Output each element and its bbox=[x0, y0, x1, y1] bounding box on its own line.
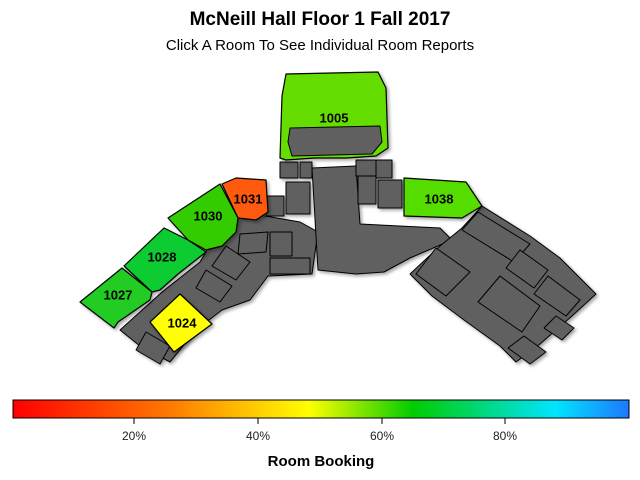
corridor bbox=[135, 331, 171, 365]
small-room bbox=[355, 159, 377, 177]
room-1028[interactable] bbox=[123, 227, 207, 293]
east-room bbox=[543, 315, 575, 341]
corridor bbox=[195, 269, 233, 303]
small-room bbox=[285, 181, 311, 215]
corridor bbox=[269, 257, 311, 275]
east-room bbox=[507, 335, 547, 365]
legend-tick-label: 40% bbox=[246, 429, 270, 443]
small-room bbox=[357, 175, 377, 205]
east-room bbox=[477, 275, 541, 333]
legend-tick-label: 60% bbox=[370, 429, 394, 443]
room-1005-interior bbox=[287, 125, 383, 157]
room-1027[interactable] bbox=[79, 267, 153, 329]
color-legend: 20% 40% 60% 80% Room Booking bbox=[12, 399, 630, 470]
small-room bbox=[299, 161, 313, 179]
legend-gradient-bar bbox=[12, 399, 630, 419]
small-room bbox=[377, 179, 403, 209]
room-layer bbox=[79, 71, 483, 353]
corridor bbox=[211, 245, 251, 281]
small-room bbox=[265, 195, 285, 217]
east-room bbox=[533, 275, 581, 317]
room-1024[interactable] bbox=[149, 293, 213, 353]
legend-tick-label: 80% bbox=[493, 429, 517, 443]
east-room bbox=[505, 249, 549, 289]
legend-title: Room Booking bbox=[268, 453, 375, 470]
corridor bbox=[237, 231, 269, 255]
corridor bbox=[269, 231, 293, 257]
east-room bbox=[415, 247, 471, 297]
small-room bbox=[375, 159, 393, 179]
room-1038[interactable] bbox=[403, 177, 483, 219]
map-title: McNeill Hall Floor 1 Fall 2017 bbox=[189, 9, 451, 30]
small-room bbox=[279, 161, 299, 179]
map-subtitle: Click A Room To See Individual Room Repo… bbox=[165, 37, 475, 54]
legend-tick-label: 20% bbox=[122, 429, 146, 443]
